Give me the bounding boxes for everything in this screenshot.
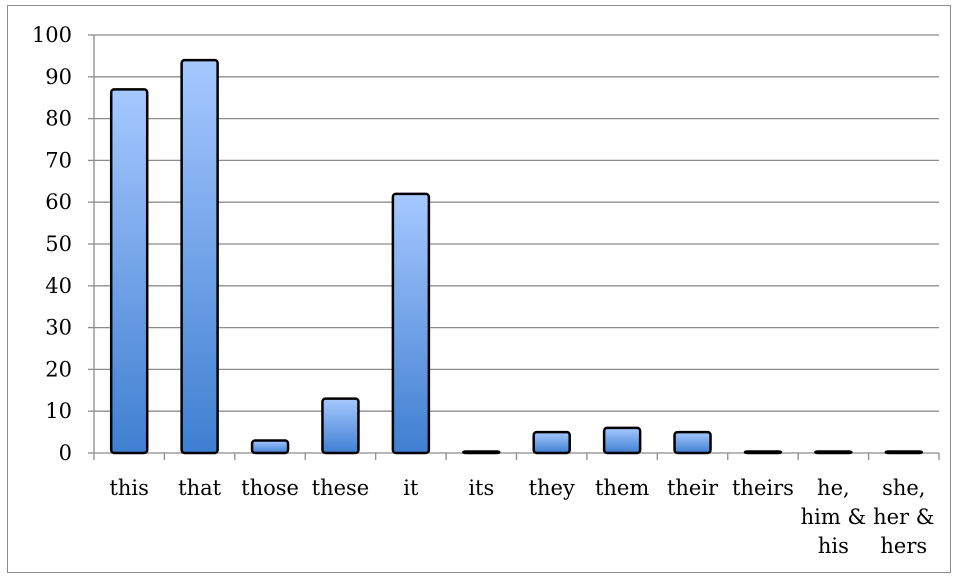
y-tick-label: 40 [45,274,72,298]
bar-chart: 0 10 20 30 40 50 60 70 80 90 100 this that those these… [32,23,940,558]
bar-he-him-his [814,450,853,455]
bar-that [180,58,219,455]
bar-theirs [743,450,783,455]
x-category-label: this [109,476,148,500]
y-tick-label: 20 [45,357,72,381]
bar-their [673,430,712,455]
x-category-label: that [178,476,221,500]
bar-she-her-hers [884,450,924,455]
y-tick-label: 100 [32,23,72,47]
x-category-label: her & [873,505,934,529]
x-category-label: theirs [732,476,794,500]
x-category-label: hers [880,534,927,558]
y-tick-label: 10 [45,399,72,423]
bar-them [602,426,642,455]
x-category-label: he, [817,476,850,500]
bar-this [109,88,149,455]
bar-those [250,439,290,455]
x-category-label: those [241,476,299,500]
x-category-label: these [312,476,370,500]
y-tick-label: 0 [59,441,72,465]
x-category-label: she, [882,476,925,500]
y-tick-label: 50 [45,232,72,256]
bar-it [391,192,431,455]
y-tick-label: 80 [45,107,72,131]
x-category-label: them [595,476,649,500]
y-tick-label: 90 [45,65,72,89]
x-category-label: his [818,534,849,558]
bar-its [462,450,501,455]
bar-these [321,397,360,455]
x-category-label: him & [801,505,867,529]
x-category-label: they [529,476,575,500]
x-category-label: its [468,476,494,500]
chart-area: 0 10 20 30 40 50 60 70 80 90 100 this that those these… [7,5,951,573]
y-tick-label: 70 [45,148,72,172]
y-tick-label: 30 [45,316,72,340]
y-tick-label: 60 [45,190,72,214]
x-category-label: it [403,476,419,500]
x-category-label: their [667,476,719,500]
bar-they [532,430,571,455]
